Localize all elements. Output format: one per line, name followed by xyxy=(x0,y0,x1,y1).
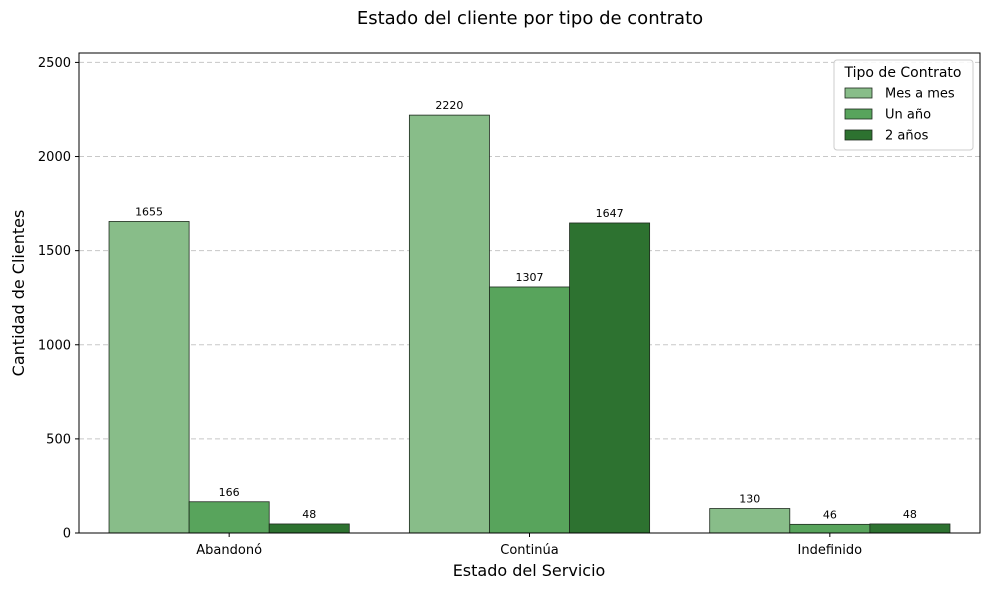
bar xyxy=(569,222,651,534)
y-tick-label: 1500 xyxy=(38,244,71,259)
legend-swatch xyxy=(844,108,873,120)
x-tick-label: Continúa xyxy=(500,543,558,558)
x-axis-ticks: Abandonó Continúa Indefinido xyxy=(196,533,862,558)
legend-swatch xyxy=(844,87,873,99)
bar xyxy=(408,114,490,534)
legend-title: Tipo de Contrato xyxy=(844,65,962,81)
legend-label: 2 años xyxy=(885,129,929,144)
bar xyxy=(108,221,190,534)
y-tick-label: 0 xyxy=(63,527,71,542)
y-tick-label: 2000 xyxy=(38,150,71,165)
legend-box xyxy=(833,59,974,151)
bar xyxy=(268,523,350,534)
bar xyxy=(489,286,570,534)
bar-value-label: 1655 xyxy=(135,205,163,218)
bar xyxy=(709,508,791,534)
x-tick-label: Abandonó xyxy=(196,543,262,558)
y-axis-ticks: 0 500 1000 1500 2000 2500 xyxy=(38,56,79,542)
legend-label: Mes a mes xyxy=(885,87,955,102)
bar-value-label: 1307 xyxy=(516,271,544,284)
x-axis-label: Estado del Servicio xyxy=(453,561,606,580)
bar xyxy=(188,501,270,534)
y-tick-label: 1000 xyxy=(38,338,71,353)
bar-value-label: 1647 xyxy=(596,207,624,220)
legend-label: Un año xyxy=(885,108,931,123)
bar xyxy=(869,523,951,534)
bar-value-label: 2220 xyxy=(435,99,463,112)
y-tick-label: 500 xyxy=(46,432,71,447)
bar-value-label: 46 xyxy=(823,508,837,521)
y-tick-label: 2500 xyxy=(38,56,71,71)
bars xyxy=(108,114,951,534)
bar xyxy=(789,523,871,534)
y-axis-label: Cantidad de Clientes xyxy=(9,210,28,377)
legend-swatch xyxy=(844,129,873,141)
legend-items: Mes a mes Un año 2 años xyxy=(844,87,955,144)
bar-value-label: 166 xyxy=(219,486,240,499)
data-labels: 1655 166 48 2220 1307 1647 130 46 48 xyxy=(135,99,917,521)
bar-value-label: 130 xyxy=(739,493,760,506)
bar-value-label: 48 xyxy=(302,508,316,521)
x-tick-label: Indefinido xyxy=(798,543,863,558)
legend: Tipo de Contrato Mes a mes Un año 2 años xyxy=(833,59,974,151)
chart-title: Estado del cliente por tipo de contrato xyxy=(357,8,703,29)
bar-value-label: 48 xyxy=(903,508,917,521)
